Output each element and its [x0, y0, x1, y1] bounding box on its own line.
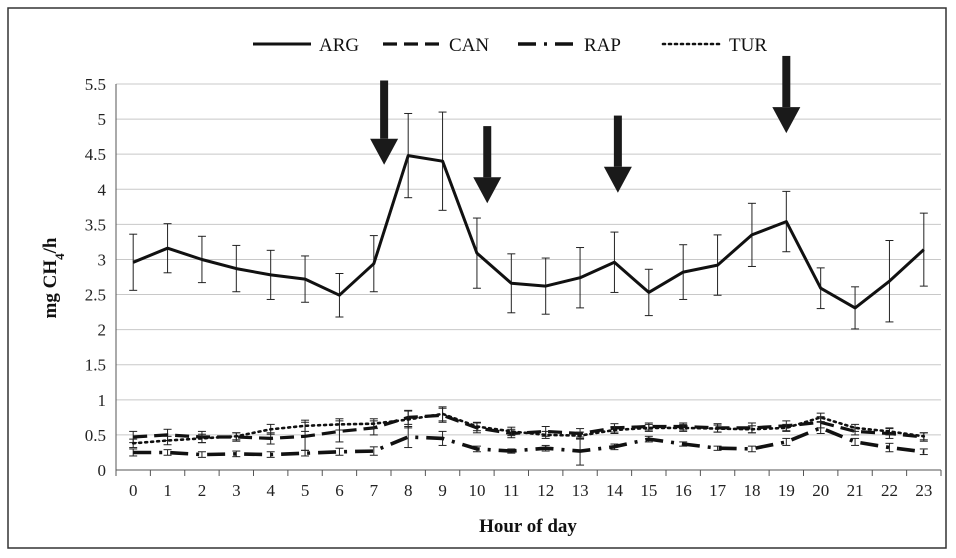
y-tick-label-6: 3	[98, 250, 107, 269]
legend-label-rap: RAP	[584, 35, 621, 56]
x-tick-label-10: 10	[468, 481, 485, 500]
x-tick-label-9: 9	[438, 481, 447, 500]
y-tick-label-3: 1.5	[85, 356, 106, 375]
x-tick-label-0: 0	[129, 481, 138, 500]
series-arg	[129, 111, 928, 330]
x-tick-label-5: 5	[301, 481, 310, 500]
y-tick-label-11: 5.5	[85, 75, 106, 94]
series-rap	[129, 421, 928, 466]
arrow-head-2	[603, 166, 632, 193]
x-tick-label-12: 12	[537, 481, 554, 500]
line-can	[133, 413, 924, 440]
x-tick-label-15: 15	[640, 481, 657, 500]
legend-item-can: CAN	[383, 35, 489, 56]
y-tick-labels: 0 0.5 1 1.5 2 2.5 3 3.5 4 4.5 5 5.5	[85, 75, 107, 480]
series-tur	[129, 406, 928, 449]
legend-item-arg: ARG	[253, 35, 359, 56]
y-axis-title: mg CH4/h	[40, 237, 67, 318]
y-tick-label-0: 0	[98, 461, 107, 480]
x-tick-label-1: 1	[163, 481, 172, 500]
arrow-head-1	[473, 177, 502, 204]
x-tick-label-19: 19	[778, 481, 795, 500]
arrow-head-3	[772, 107, 801, 134]
arrow-head-0	[370, 138, 399, 165]
arrow-1	[473, 126, 502, 204]
line-arg	[132, 154, 925, 310]
x-tick-label-3: 3	[232, 481, 241, 500]
y-axis-title-subscript: 4	[52, 253, 67, 260]
x-tick-label-18: 18	[743, 481, 760, 500]
arrow-annotations	[370, 55, 801, 204]
x-tick-label-4: 4	[266, 481, 275, 500]
x-tick-label-13: 13	[572, 481, 589, 500]
axes	[115, 84, 942, 476]
y-tick-label-8: 4	[98, 180, 107, 199]
x-tick-label-21: 21	[847, 481, 864, 500]
x-tick-label-14: 14	[606, 481, 624, 500]
y-axis-title-main: mg CH	[40, 260, 61, 319]
arrow-3	[772, 55, 801, 134]
series-layer	[129, 111, 928, 466]
legend-label-tur: TUR	[729, 35, 767, 56]
arrow-shaft-2	[613, 115, 622, 167]
arrow-0	[370, 80, 399, 165]
line-tur	[131, 412, 926, 445]
x-tick-label-17: 17	[709, 481, 727, 500]
arrow-shaft-0	[380, 80, 389, 139]
legend: ARG CAN RAP TUR	[253, 35, 767, 56]
y-tick-label-9: 4.5	[85, 145, 106, 164]
x-tick-label-6: 6	[335, 481, 344, 500]
legend-item-tur: TUR	[661, 35, 767, 56]
arrow-shaft-1	[483, 126, 492, 178]
x-tick-label-7: 7	[370, 481, 379, 500]
arrow-2	[603, 115, 632, 193]
legend-item-rap: RAP	[518, 35, 621, 56]
y-tick-label-7: 3.5	[85, 215, 106, 234]
x-tick-labels: 0 1 2 3 4 5 6 7 8 9 10 11 12 13 14 15 16 17 18 19 20 21 22 23	[129, 481, 932, 500]
legend-label-can: CAN	[449, 35, 489, 56]
arrow-shaft-3	[782, 55, 791, 108]
x-tick-label-23: 23	[915, 481, 932, 500]
legend-label-arg: ARG	[319, 35, 359, 56]
y-tick-label-4: 2	[98, 321, 107, 340]
line-rap	[133, 426, 925, 457]
x-tick-label-8: 8	[404, 481, 413, 500]
x-tick-label-22: 22	[881, 481, 898, 500]
x-tick-label-2: 2	[198, 481, 207, 500]
y-tick-label-2: 1	[98, 391, 107, 410]
x-tick-label-16: 16	[675, 481, 692, 500]
y-tick-label-10: 5	[98, 110, 107, 129]
y-axis-title-unit: /h	[40, 237, 61, 254]
y-tick-label-5: 2.5	[85, 286, 106, 305]
x-tick-label-20: 20	[812, 481, 829, 500]
x-axis-title: Hour of day	[479, 516, 577, 537]
x-tick-label-11: 11	[503, 481, 519, 500]
y-tick-label-1: 0.5	[85, 426, 106, 445]
